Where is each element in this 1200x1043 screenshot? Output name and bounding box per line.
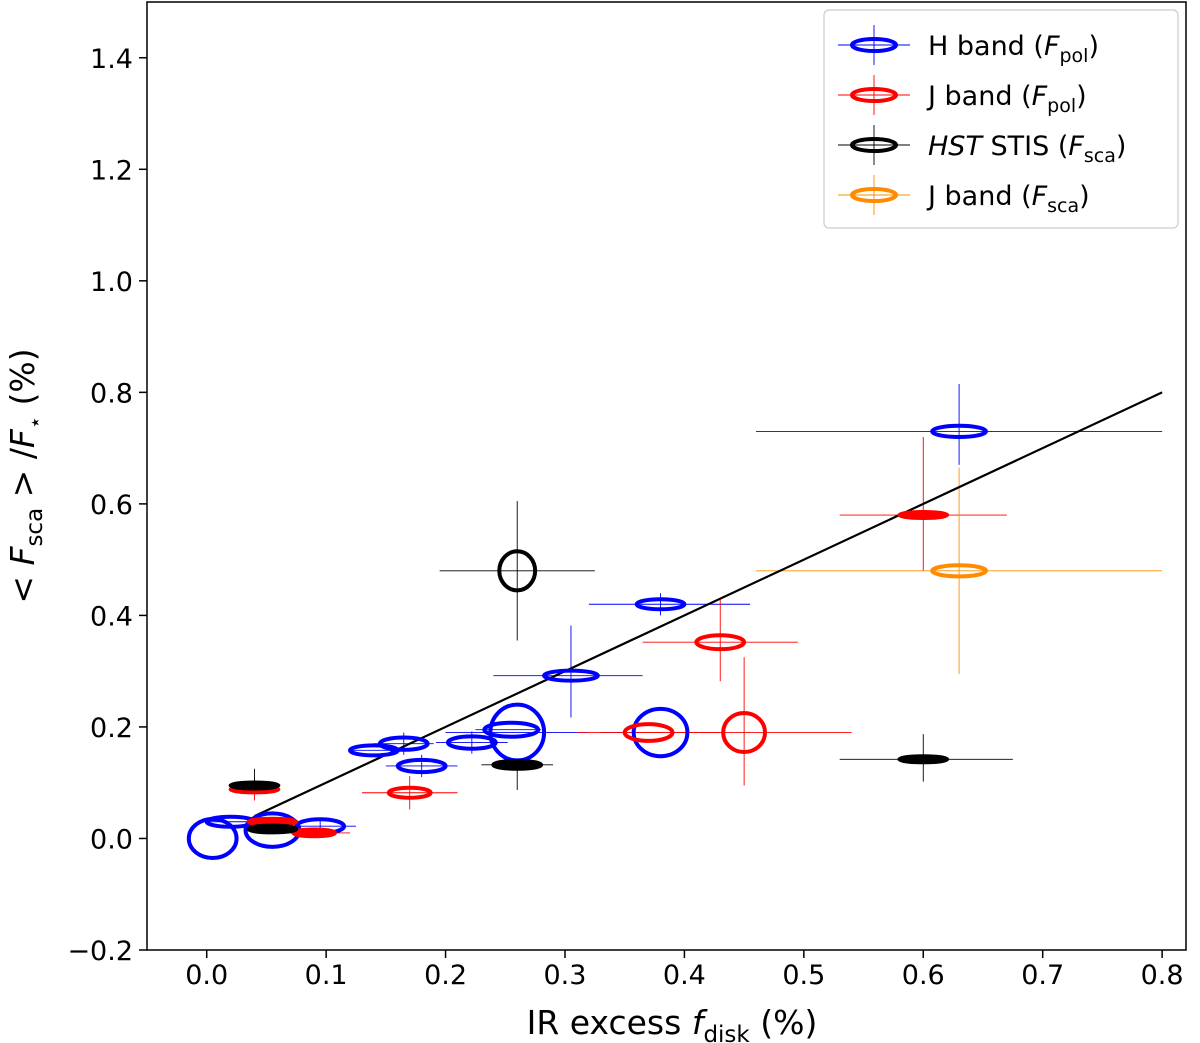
data-point bbox=[395, 757, 448, 775]
y-tick-label: 0.4 bbox=[90, 601, 133, 632]
legend-label: J band (Fpol) bbox=[926, 81, 1087, 117]
y-tick-label: 0.6 bbox=[90, 490, 133, 521]
y-axis-label: < Fsca > /F⋆ (%) bbox=[3, 348, 48, 603]
x-tick-label: 0.6 bbox=[902, 960, 945, 991]
y-tick-label: −0.2 bbox=[67, 936, 133, 967]
data-point bbox=[897, 754, 950, 765]
x-tick-label: 0.3 bbox=[544, 960, 587, 991]
data-point bbox=[491, 758, 544, 771]
data-point bbox=[497, 549, 538, 593]
legend-marker bbox=[850, 137, 898, 153]
y-tick-label: 0.8 bbox=[90, 378, 133, 409]
data-point bbox=[246, 823, 299, 835]
legend-label: H band (Fpol) bbox=[928, 31, 1099, 67]
data-point bbox=[348, 743, 400, 758]
y-tick-label: 0.2 bbox=[90, 713, 133, 744]
legend-box bbox=[823, 9, 1179, 229]
plot-frame bbox=[146, 1, 1187, 951]
data-point bbox=[930, 423, 988, 439]
data-point bbox=[482, 720, 541, 739]
x-tick-label: 0.5 bbox=[782, 960, 825, 991]
data-point bbox=[631, 706, 690, 759]
data-point bbox=[186, 816, 239, 860]
y-tick-label: 1.4 bbox=[90, 44, 133, 75]
data-point bbox=[291, 827, 338, 839]
data-point bbox=[622, 722, 675, 743]
legend-marker bbox=[850, 37, 898, 53]
x-axis-label: IR excess fdisk (%) bbox=[527, 1003, 818, 1043]
y-tick-label: 0.0 bbox=[90, 824, 133, 855]
legend-marker bbox=[850, 187, 898, 203]
data-point bbox=[897, 510, 950, 521]
data-point bbox=[721, 711, 768, 755]
x-tick-label: 0.1 bbox=[305, 960, 348, 991]
data-point bbox=[634, 597, 687, 612]
legend-label: J band (Fsca) bbox=[926, 181, 1090, 217]
x-tick-label: 0.2 bbox=[424, 960, 467, 991]
data-point bbox=[930, 563, 988, 579]
data-point bbox=[445, 734, 498, 751]
x-tick-label: 0.8 bbox=[1141, 960, 1184, 991]
legend-marker bbox=[850, 87, 898, 103]
legend-label: HST STIS (Fsca) bbox=[928, 131, 1126, 167]
data-point bbox=[228, 780, 281, 791]
data-point bbox=[694, 633, 747, 652]
fit-line bbox=[254, 391, 1163, 818]
data-point bbox=[386, 785, 433, 800]
y-tick-label: 1.2 bbox=[90, 155, 133, 186]
y-tick-label: 1.0 bbox=[90, 267, 133, 298]
data-point bbox=[542, 668, 600, 683]
x-tick-label: 0.0 bbox=[185, 960, 228, 991]
x-tick-label: 0.7 bbox=[1021, 960, 1064, 991]
x-tick-label: 0.4 bbox=[663, 960, 706, 991]
